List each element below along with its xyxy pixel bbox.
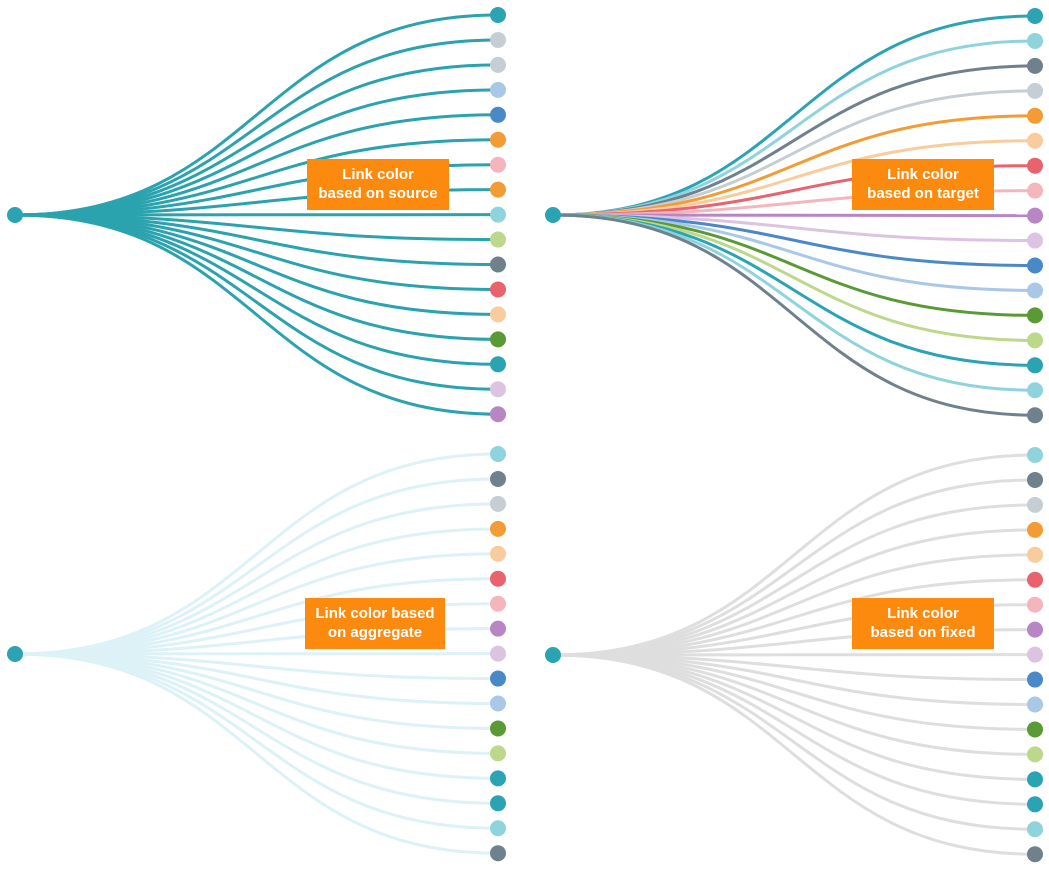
target-node <box>1027 622 1043 638</box>
target-node <box>1027 183 1043 199</box>
label-text: Link color <box>887 605 959 622</box>
target-node <box>1027 697 1043 713</box>
label-text: Link color <box>887 166 959 183</box>
target-node <box>490 57 506 73</box>
target-node <box>490 770 506 786</box>
target-node <box>1027 821 1043 837</box>
target-node <box>490 182 506 198</box>
target-node <box>1027 208 1043 224</box>
target-node <box>490 381 506 397</box>
label-text: based on source <box>318 185 437 202</box>
link <box>15 215 498 339</box>
target-node <box>490 157 506 173</box>
target-node <box>1027 282 1043 298</box>
target-node <box>1027 672 1043 688</box>
label-text: on aggregate <box>328 624 422 641</box>
target-node <box>1027 597 1043 613</box>
target-node <box>490 571 506 587</box>
target-node <box>1027 407 1043 423</box>
target-node <box>1027 721 1043 737</box>
link <box>15 215 498 314</box>
target-node <box>1027 382 1043 398</box>
target-node <box>490 207 506 223</box>
link <box>553 655 1035 754</box>
label-text: Link color <box>342 166 414 183</box>
target-node <box>490 596 506 612</box>
target-node <box>1027 332 1043 348</box>
source-node <box>7 207 23 223</box>
target-node <box>490 745 506 761</box>
target-node <box>490 132 506 148</box>
target-node <box>1027 472 1043 488</box>
label-text: Link color based <box>315 605 434 622</box>
target-node <box>490 671 506 687</box>
target-node <box>490 621 506 637</box>
target-node <box>490 406 506 422</box>
source-node <box>545 647 561 663</box>
target-node <box>1027 796 1043 812</box>
target-node <box>490 7 506 23</box>
target-node <box>490 232 506 248</box>
target-node <box>490 696 506 712</box>
target-node <box>1027 846 1043 862</box>
target-node <box>1027 233 1043 249</box>
target-node <box>1027 572 1043 588</box>
target-node <box>490 306 506 322</box>
link <box>15 654 498 753</box>
target-node <box>1027 357 1043 373</box>
target-node <box>1027 771 1043 787</box>
target-node <box>1027 447 1043 463</box>
target-node <box>1027 58 1043 74</box>
target-node <box>1027 108 1043 124</box>
target-node <box>490 820 506 836</box>
link <box>553 655 1035 779</box>
target-node <box>1027 158 1043 174</box>
label-text: based on target <box>867 185 979 202</box>
target-node <box>490 471 506 487</box>
target-node <box>490 845 506 861</box>
target-node <box>490 257 506 273</box>
target-node <box>1027 497 1043 513</box>
target-node <box>1027 746 1043 762</box>
target-node <box>1027 647 1043 663</box>
source-node <box>7 646 23 662</box>
source-node <box>545 207 561 223</box>
target-node <box>490 356 506 372</box>
target-node <box>490 331 506 347</box>
target-node <box>1027 8 1043 24</box>
target-node <box>490 496 506 512</box>
link <box>15 654 498 778</box>
target-node <box>1027 307 1043 323</box>
target-node <box>490 281 506 297</box>
target-node <box>490 446 506 462</box>
link <box>553 215 1035 365</box>
target-node <box>1027 33 1043 49</box>
target-node <box>490 32 506 48</box>
target-node <box>1027 133 1043 149</box>
target-node <box>1027 522 1043 538</box>
target-node <box>490 546 506 562</box>
target-node <box>490 646 506 662</box>
target-node <box>490 107 506 123</box>
target-node <box>490 82 506 98</box>
target-node <box>1027 83 1043 99</box>
target-node <box>490 795 506 811</box>
link <box>553 215 1035 340</box>
target-node <box>490 521 506 537</box>
target-node <box>490 720 506 736</box>
target-node <box>1027 258 1043 274</box>
label-text: based on fixed <box>870 624 975 641</box>
target-node <box>1027 547 1043 563</box>
